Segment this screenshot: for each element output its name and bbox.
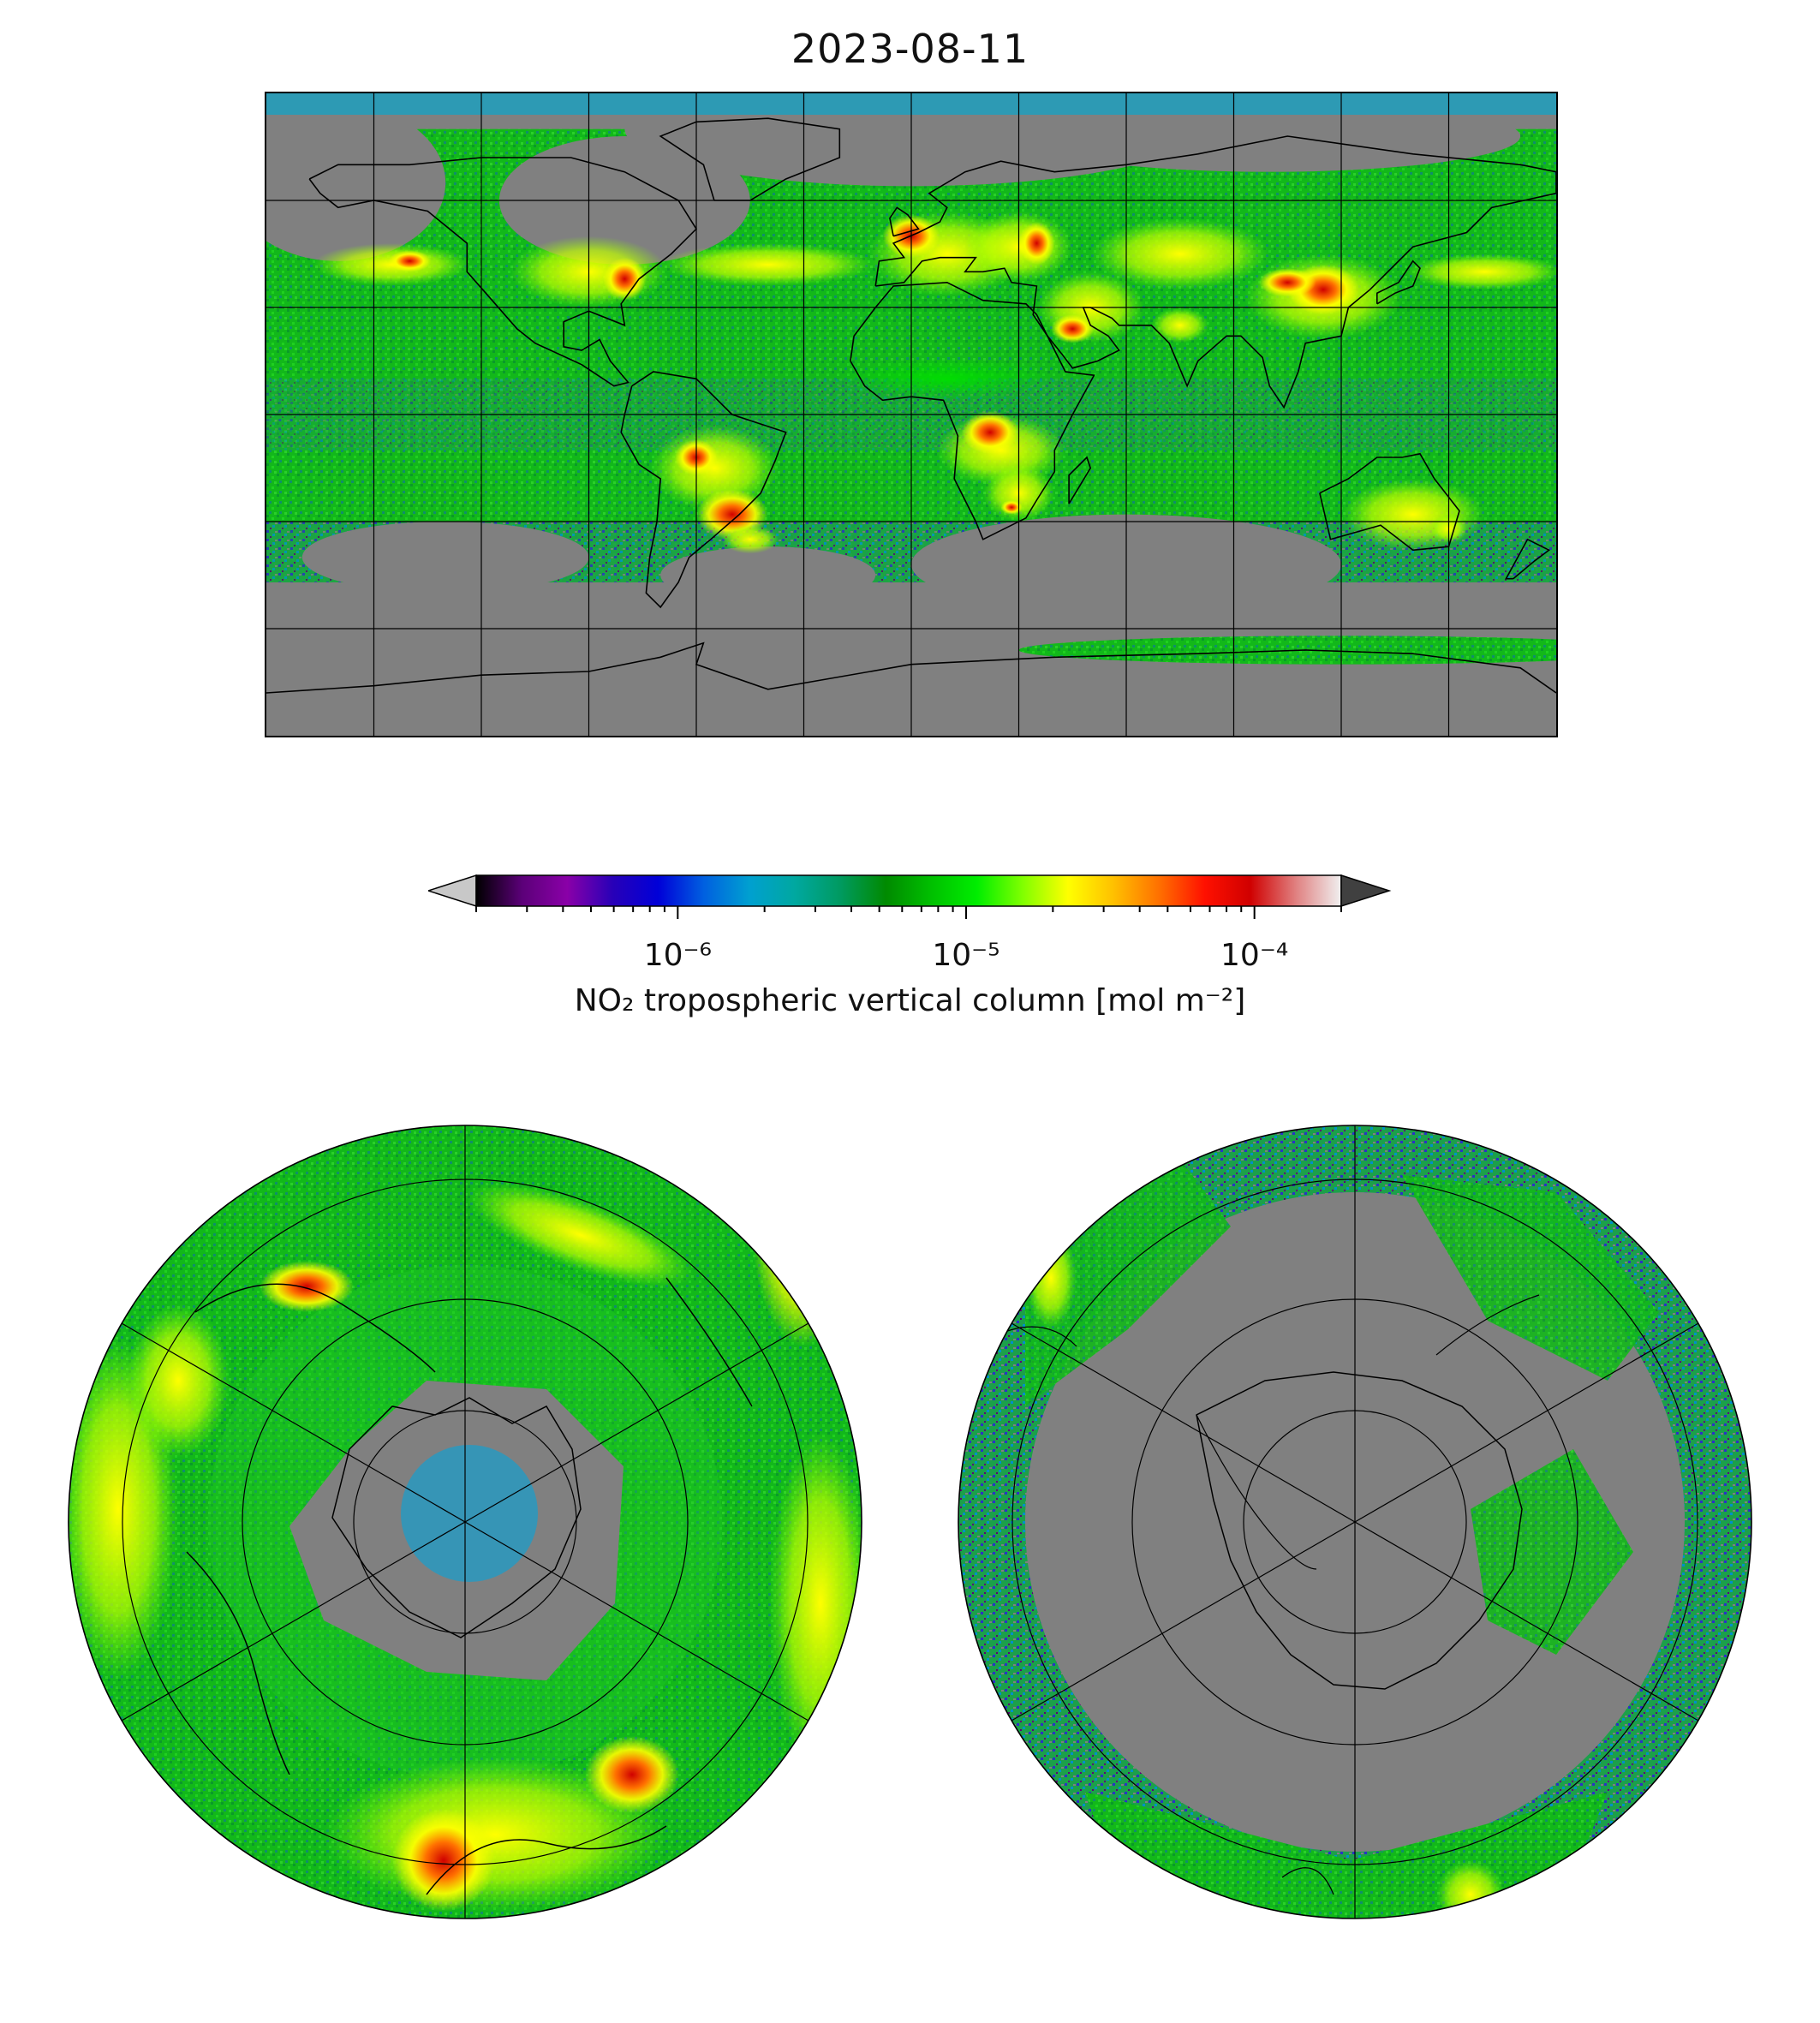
colorbar-gradient (475, 874, 1342, 907)
colorbar-ticks (475, 906, 1342, 919)
world-map (265, 92, 1558, 737)
world-gridlines (266, 93, 1556, 736)
figure-title: 2023-08-11 (791, 26, 1029, 72)
world-coastlines (266, 117, 1556, 694)
colorbar-tick-label: 10⁻⁶ (643, 938, 712, 973)
colorbar: 10⁻⁶ 10⁻⁵ 10⁻⁴ (426, 869, 1396, 1041)
south-polar-map (957, 1124, 1753, 1920)
north-polar-map (67, 1124, 863, 1920)
colorbar-tick-label: 10⁻⁵ (932, 938, 1000, 973)
colorbar-label: NO₂ tropospheric vertical column [mol m⁻… (574, 983, 1246, 1018)
colorbar-over-extension (1340, 874, 1392, 908)
colorbar-under-extension (426, 874, 477, 908)
colorbar-tick-label: 10⁻⁴ (1220, 938, 1289, 973)
